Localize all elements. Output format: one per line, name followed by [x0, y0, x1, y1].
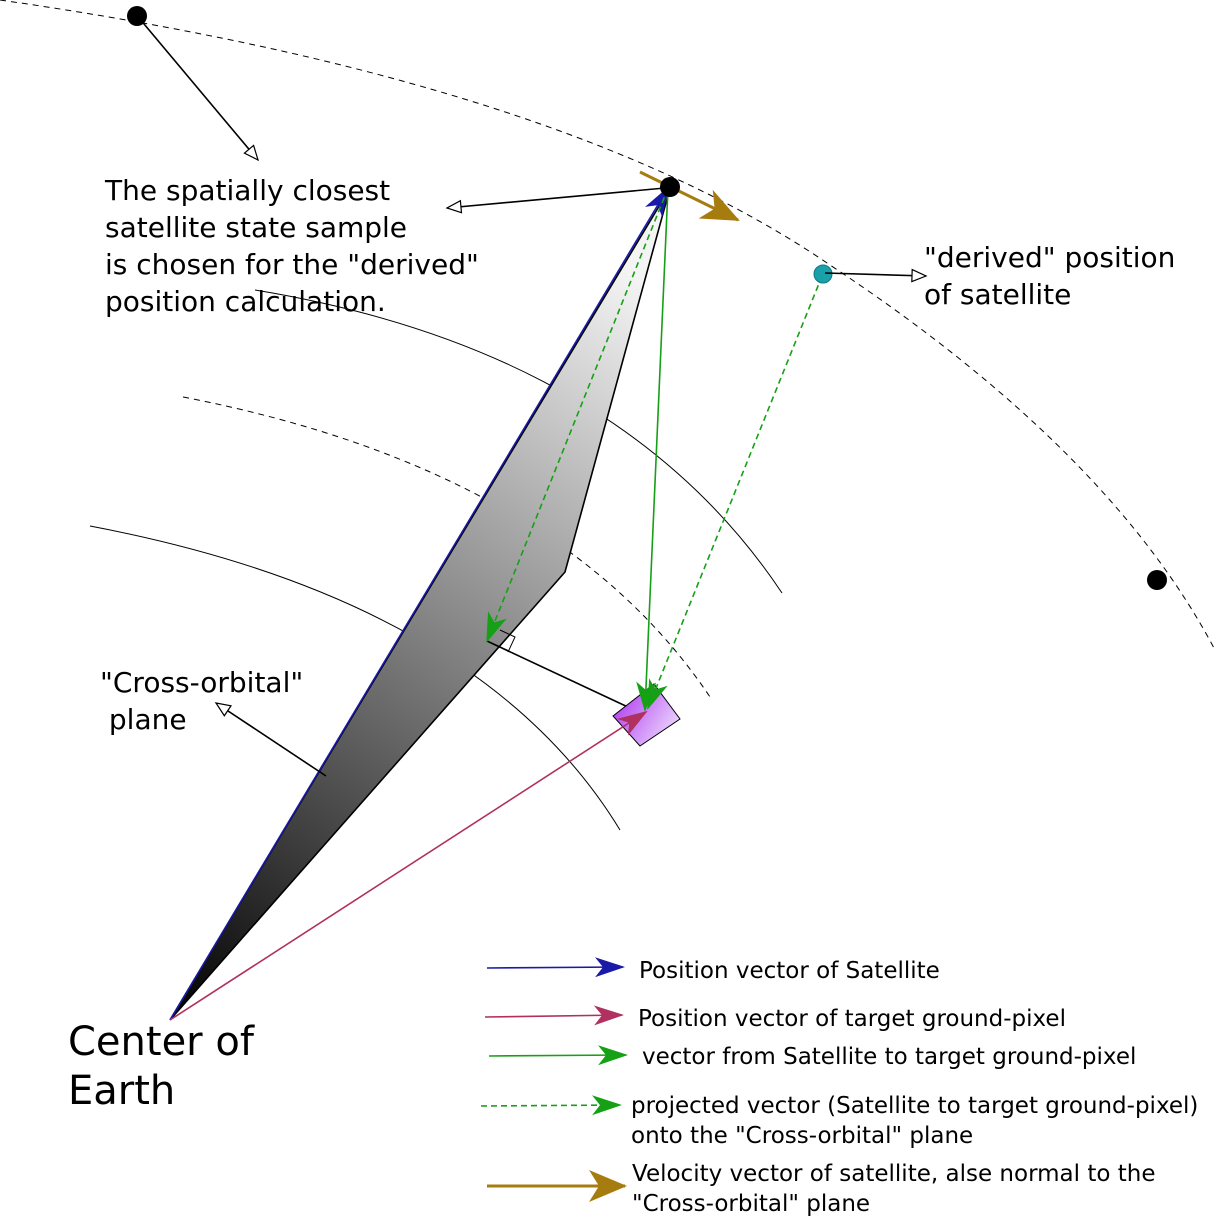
legend-projected-label: projected vector (Satellite to target gr… — [631, 1093, 1206, 1149]
derived-satellite-position-point — [813, 264, 833, 284]
legend-projected-swatch — [480, 1095, 622, 1116]
closest-sample-label: The spatially closest satellite state sa… — [104, 174, 488, 318]
legend-velocity-label: Velocity vector of satellite, alse norma… — [632, 1161, 1163, 1217]
closest-sample-callout-arrow — [445, 187, 666, 214]
closest-satellite-sample-point — [660, 177, 680, 197]
center-of-earth-label: Center of Earth — [68, 1019, 267, 1114]
legend-satellite-position-label: Position vector of Satellite — [639, 958, 940, 984]
satellite-sample-point — [1147, 570, 1167, 590]
derived-position-label: "derived" position of satellite — [924, 241, 1184, 311]
legend-satellite-to-target-label: vector from Satellite to target ground-p… — [642, 1044, 1136, 1070]
legend-target-position-label: Position vector of target ground-pixel — [638, 1006, 1066, 1032]
satellite-position-vector — [169, 186, 670, 1021]
legend-satellite-to-target-swatch — [488, 1045, 628, 1066]
derived-position-callout-arrow — [824, 268, 928, 283]
legend-target-position-swatch — [484, 1005, 624, 1026]
satellite-to-target-vector — [636, 187, 669, 712]
legend: Position vector of Satellite Position ve… — [480, 957, 1206, 1217]
sample-callout-arrow — [138, 17, 259, 162]
target-position-vector — [169, 710, 648, 1021]
perpendicular-line — [486, 640, 631, 709]
velocity-vector — [639, 170, 740, 222]
derived-to-target-vector — [647, 275, 823, 710]
satellite-orbit-arc — [0, 0, 1216, 651]
cross-orbital-plane-label: "Cross-orbital" plane — [0, 0, 348, 736]
projected-vector — [486, 187, 669, 643]
plane-callout-arrow — [214, 702, 327, 777]
legend-satellite-position-swatch — [486, 957, 625, 978]
